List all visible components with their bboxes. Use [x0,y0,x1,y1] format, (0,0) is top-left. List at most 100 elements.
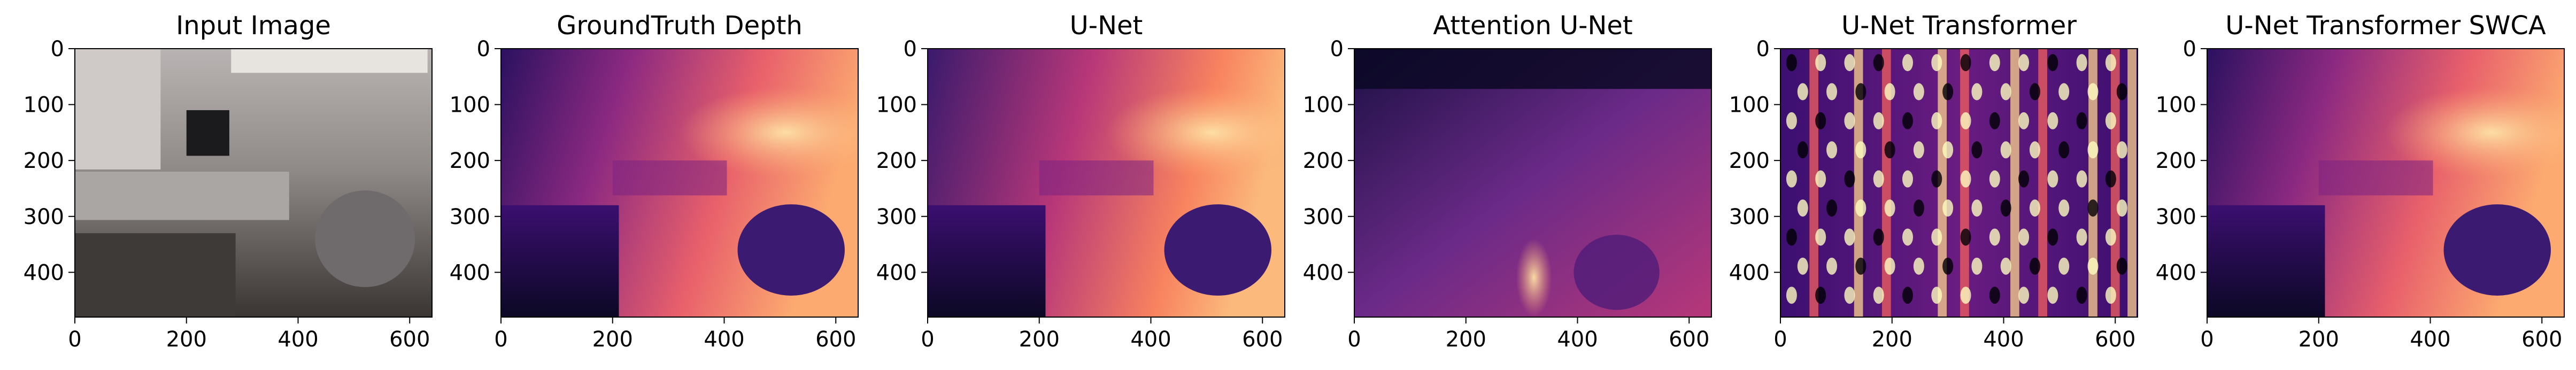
noise-blob [2029,83,2040,101]
noise-blob [2047,170,2058,188]
noise-blob [2058,257,2070,275]
noise-blob [1931,287,1942,304]
noise-blob [2087,257,2099,275]
x-tick-label: 600 [389,327,430,352]
x-tick-label: 200 [1872,327,1912,352]
subplot-image [928,49,1285,317]
noise-blob [1786,287,1797,304]
y-tick-label: 400 [2156,260,2196,285]
noise-blob [2116,141,2127,159]
y-tick-label: 400 [24,260,64,285]
x-tick-label: 0 [68,327,81,352]
noise-blob [1844,54,1855,72]
subplot-title: U-Net Transformer SWCA [2225,11,2546,41]
noise-blob [1931,54,1942,72]
noise-blob [2076,287,2087,304]
x-tick-label: 600 [2095,327,2135,352]
noise-blob [1797,199,1808,217]
noise-blob [1826,83,1838,101]
y-tick-label: 100 [1303,93,1344,118]
noise-blob [2058,83,2070,101]
depth-near-cabinet [2207,205,2325,317]
depth-chair [2443,204,2551,296]
y-tick-label: 100 [876,93,917,118]
noise-blob [2018,112,2030,129]
y-tick-label: 200 [876,149,917,173]
noise-blob [1826,257,1838,275]
depth-far-wall [678,87,858,179]
noise-blob [2029,257,2040,275]
noise-blob [1989,112,2000,129]
noise-blob [1971,199,1983,217]
noise-blob [2047,112,2058,129]
x-tick-label: 600 [815,327,856,352]
noise-blob [2116,257,2127,275]
axes-frame [74,48,433,318]
subplot-title: U-Net Transformer [1841,11,2077,41]
noise-blob [2058,199,2070,217]
x-tick-label: 400 [1130,327,1171,352]
photo-shelf [231,49,428,73]
x-tick-label: 200 [2299,327,2339,352]
subplot-title: Attention U-Net [1433,11,1633,41]
x-tick-label: 600 [2521,327,2562,352]
depth-chair [1574,235,1660,310]
y-tick-label: 0 [477,37,490,61]
noise-blob [1989,54,2000,72]
y-tick-label: 400 [1729,260,1770,285]
x-tick-label: 0 [1347,327,1361,352]
noise-blob [2047,228,2058,246]
noise-blob [2018,54,2030,72]
noise-blob [2047,54,2058,72]
noise-blob [1873,170,1884,188]
noise-blob [1797,83,1808,101]
noise-blob [1826,199,1838,217]
noise-blob [1960,170,1971,188]
noise-blob [1931,170,1942,188]
noise-blob [2058,141,2070,159]
noise-blob [2029,141,2040,159]
x-tick-label: 400 [704,327,744,352]
noise-blob [1971,257,1983,275]
noise-blob [1815,170,1826,188]
noise-blob [1855,199,1867,217]
noise-blob [1855,141,1867,159]
noise-blob [1960,112,1971,129]
noise-blob [1902,54,1913,72]
noise-blob [1960,54,1971,72]
x-tick-label: 400 [2410,327,2450,352]
x-tick-label: 200 [166,327,207,352]
y-tick-label: 0 [51,37,64,61]
x-tick-label: 400 [1557,327,1598,352]
subplot-1: Input Image 0 200 400 600 0 100 200 300 400 [24,11,433,352]
x-tick-label: 600 [1242,327,1283,352]
noise-stripe [1881,49,1891,317]
noise-blob [2076,112,2087,129]
axes-frame [927,48,1285,318]
noise-blob [1942,257,1954,275]
y-tick-label: 300 [1303,205,1344,229]
noise-blob [2018,170,2030,188]
y-tick-label: 400 [1303,260,1344,285]
depth-chair [1164,204,1271,296]
noise-blob [1902,170,1913,188]
noise-blob [1815,228,1826,246]
noise-blob [2116,199,2127,217]
y-tick-label: 100 [24,93,64,118]
depth-near-cabinet [928,205,1046,317]
photo-chair [315,190,415,287]
y-tick-label: 200 [1729,149,1770,173]
x-tick-label: 400 [277,327,318,352]
noise-blob [1815,287,1826,304]
x-tick-label: 200 [1019,327,1060,352]
noise-blob [1844,228,1855,246]
noise-blob [2018,287,2030,304]
y-tick-label: 400 [876,260,917,285]
y-tick-label: 100 [450,93,490,118]
noise-blob [1913,257,1924,275]
x-tick-label: 200 [1446,327,1486,352]
y-tick-label: 300 [24,205,64,229]
y-tick-label: 0 [904,37,917,61]
noise-blob [1815,112,1826,129]
